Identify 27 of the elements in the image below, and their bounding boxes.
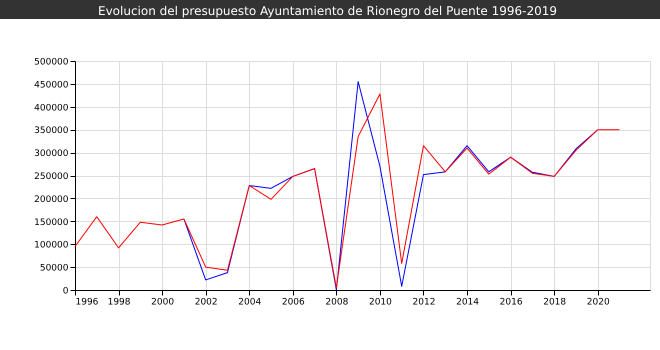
- x-tick-label: 2002: [194, 298, 218, 308]
- line-series: [183, 81, 598, 290]
- x-tick-label: 2006: [282, 298, 306, 308]
- x-tick-label: 2000: [151, 298, 174, 308]
- x-tick-label: 1996: [76, 298, 99, 308]
- x-tick-label: 2010: [368, 298, 392, 308]
- y-tick-label: 350000: [34, 126, 69, 136]
- y-tick-label: 400000: [34, 103, 69, 114]
- chart-title: Evolucion del presupuesto Ayuntamiento de Rionegro del Puente 1996-2019: [98, 4, 558, 18]
- y-tick-label: 200000: [34, 194, 69, 205]
- y-tick-label: 500000: [34, 58, 69, 68]
- line-series: [74, 93, 620, 288]
- x-tick-label: 1998: [108, 298, 131, 308]
- y-tick-label: 100000: [34, 240, 69, 251]
- x-tick-label: 2008: [325, 298, 349, 308]
- x-tick-label: 2012: [412, 298, 436, 308]
- y-tick-label: 300000: [34, 149, 69, 160]
- x-tick-label: 2018: [543, 298, 566, 308]
- x-tick-label: 2004: [238, 298, 262, 308]
- x-tick-label: 2016: [500, 298, 523, 308]
- y-tick-label: 250000: [34, 172, 69, 182]
- x-tick-label: 2014: [456, 298, 480, 308]
- y-tick-label: 50000: [40, 264, 69, 274]
- y-tick-label: 450000: [34, 80, 69, 90]
- y-tick-label: 150000: [34, 218, 69, 228]
- y-tick-label: 0: [62, 286, 69, 296]
- x-tick-label: 2020: [586, 298, 610, 308]
